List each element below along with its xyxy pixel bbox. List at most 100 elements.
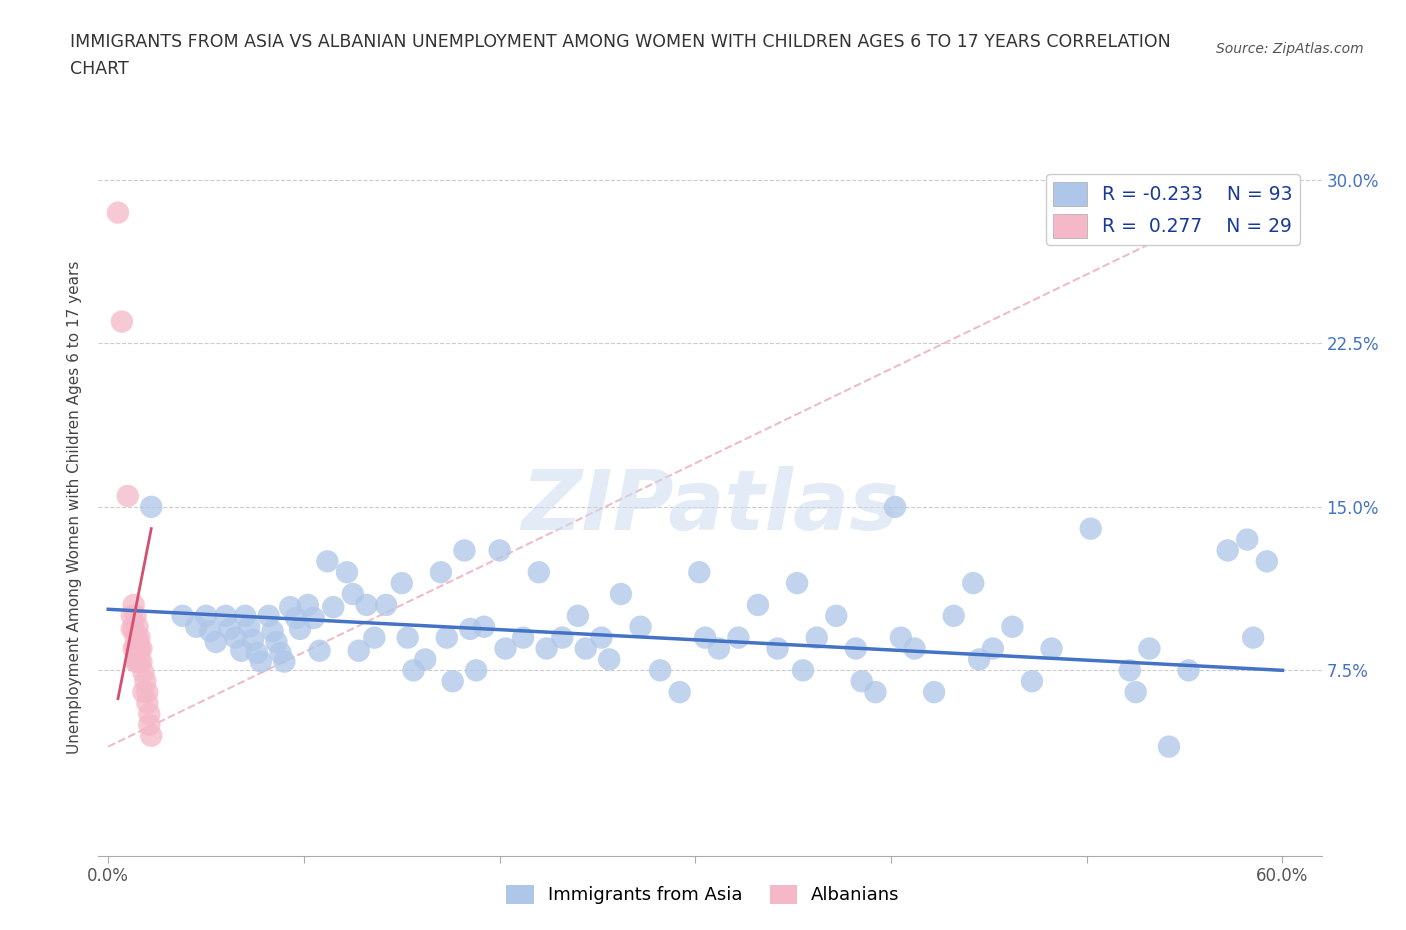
Point bbox=[747, 597, 769, 612]
Point bbox=[727, 631, 749, 645]
Point bbox=[363, 631, 385, 645]
Point bbox=[825, 608, 848, 623]
Point bbox=[224, 631, 246, 645]
Point bbox=[285, 611, 308, 626]
Point bbox=[124, 631, 146, 645]
Point bbox=[128, 631, 150, 645]
Point bbox=[1001, 619, 1024, 634]
Point bbox=[865, 684, 887, 699]
Point bbox=[630, 619, 652, 634]
Point bbox=[512, 631, 534, 645]
Point bbox=[1021, 673, 1043, 688]
Point bbox=[127, 632, 149, 647]
Point bbox=[250, 654, 273, 669]
Point bbox=[122, 641, 145, 656]
Point bbox=[302, 611, 325, 626]
Point bbox=[233, 608, 256, 623]
Point bbox=[1216, 543, 1239, 558]
Point bbox=[124, 641, 146, 656]
Text: Source: ZipAtlas.com: Source: ZipAtlas.com bbox=[1216, 42, 1364, 56]
Point bbox=[598, 652, 620, 667]
Point bbox=[131, 641, 153, 656]
Point bbox=[981, 641, 1004, 656]
Point bbox=[1241, 631, 1264, 645]
Point bbox=[551, 631, 574, 645]
Point bbox=[436, 631, 458, 645]
Point bbox=[246, 645, 269, 660]
Point bbox=[962, 576, 984, 591]
Point bbox=[336, 565, 359, 579]
Point bbox=[127, 654, 149, 669]
Point bbox=[441, 673, 464, 688]
Point bbox=[695, 631, 717, 645]
Point bbox=[495, 641, 517, 656]
Point bbox=[430, 565, 453, 579]
Point bbox=[488, 543, 510, 558]
Point bbox=[269, 645, 291, 660]
Point bbox=[316, 554, 339, 569]
Point bbox=[1040, 641, 1063, 656]
Point bbox=[198, 624, 221, 639]
Point bbox=[610, 587, 633, 602]
Point bbox=[1139, 641, 1161, 656]
Point bbox=[967, 652, 990, 667]
Point bbox=[273, 654, 295, 669]
Point bbox=[688, 565, 710, 579]
Point bbox=[128, 641, 150, 656]
Point bbox=[472, 619, 495, 634]
Point bbox=[342, 587, 364, 602]
Point bbox=[138, 707, 160, 722]
Point bbox=[922, 684, 945, 699]
Legend: Immigrants from Asia, Albanians: Immigrants from Asia, Albanians bbox=[499, 878, 907, 911]
Point bbox=[186, 619, 208, 634]
Point bbox=[308, 644, 330, 658]
Point bbox=[121, 608, 143, 623]
Point bbox=[218, 621, 240, 636]
Point bbox=[402, 663, 425, 678]
Text: ZIPatlas: ZIPatlas bbox=[522, 466, 898, 548]
Point bbox=[356, 597, 378, 612]
Point bbox=[297, 597, 319, 612]
Point bbox=[591, 631, 613, 645]
Point bbox=[288, 621, 311, 636]
Point bbox=[172, 608, 194, 623]
Text: IMMIGRANTS FROM ASIA VS ALBANIAN UNEMPLOYMENT AMONG WOMEN WITH CHILDREN AGES 6 T: IMMIGRANTS FROM ASIA VS ALBANIAN UNEMPLO… bbox=[70, 33, 1171, 50]
Point bbox=[465, 663, 488, 678]
Point bbox=[205, 634, 228, 649]
Point bbox=[1177, 663, 1199, 678]
Text: CHART: CHART bbox=[70, 60, 129, 78]
Point bbox=[117, 488, 139, 503]
Point bbox=[567, 608, 589, 623]
Point bbox=[527, 565, 550, 579]
Point bbox=[124, 608, 146, 623]
Point bbox=[458, 621, 481, 636]
Point bbox=[141, 499, 163, 514]
Point bbox=[903, 641, 925, 656]
Point bbox=[138, 717, 160, 732]
Point bbox=[278, 600, 301, 615]
Point bbox=[347, 644, 370, 658]
Point bbox=[668, 684, 690, 699]
Point bbox=[131, 654, 153, 669]
Point bbox=[231, 644, 253, 658]
Point bbox=[375, 597, 398, 612]
Point bbox=[575, 641, 598, 656]
Point bbox=[396, 631, 419, 645]
Point bbox=[391, 576, 413, 591]
Point bbox=[786, 576, 808, 591]
Point bbox=[111, 314, 134, 329]
Point bbox=[127, 619, 149, 634]
Point bbox=[238, 619, 260, 634]
Point bbox=[322, 600, 344, 615]
Point bbox=[262, 624, 284, 639]
Point bbox=[122, 597, 145, 612]
Point bbox=[141, 728, 163, 743]
Point bbox=[1236, 532, 1258, 547]
Point bbox=[851, 673, 873, 688]
Point bbox=[792, 663, 814, 678]
Point bbox=[195, 608, 218, 623]
Point bbox=[1080, 521, 1102, 536]
Point bbox=[884, 499, 907, 514]
Point bbox=[242, 632, 264, 647]
Point bbox=[121, 621, 143, 636]
